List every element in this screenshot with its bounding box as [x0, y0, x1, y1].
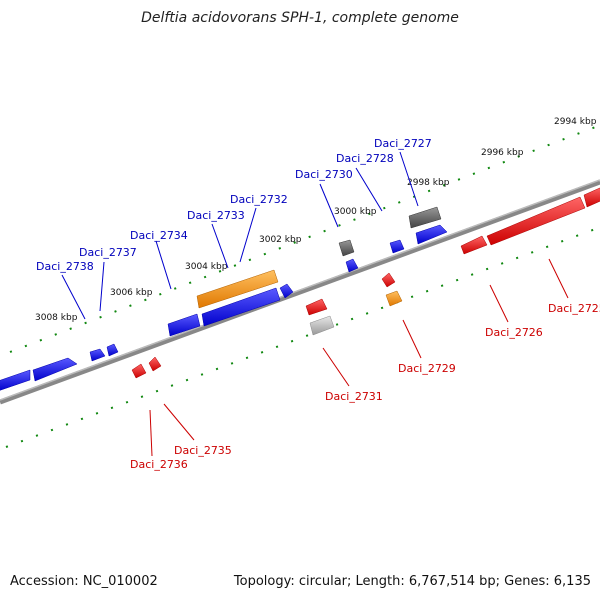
- gene-daci-2732[interactable]: [196, 269, 279, 309]
- gene-daci-2731[interactable]: [305, 298, 328, 316]
- label-daci-2737: Daci_2737: [79, 246, 137, 259]
- scale-tick-2998: 2998 kbp: [407, 178, 450, 188]
- label-daci-2736: Daci_2736: [130, 458, 188, 471]
- scale-tick-3008: 3008 kbp: [35, 313, 78, 323]
- scale-tick-2996: 2996 kbp: [481, 148, 524, 158]
- gene-daci-2737b[interactable]: [106, 343, 119, 357]
- forward-genes: [0, 206, 448, 391]
- forward-leaders: [61, 151, 419, 320]
- gene-daci-2726[interactable]: [460, 235, 488, 255]
- label-daci-2735: Daci_2735: [174, 444, 232, 457]
- gene-daci-2732b[interactable]: [279, 283, 294, 299]
- map-title: Delftia acidovorans SPH-1, complete geno…: [141, 10, 459, 26]
- gene-daci-2733[interactable]: [201, 287, 281, 327]
- gene-daci-2738b[interactable]: [32, 357, 78, 382]
- scale-tick-3004: 3004 kbp: [185, 262, 228, 272]
- label-daci-2729: Daci_2729: [398, 362, 456, 375]
- label-daci-2738: Daci_2738: [36, 260, 94, 273]
- label-daci-2726: Daci_2726: [485, 326, 543, 339]
- gene-daci-2737[interactable]: [89, 348, 106, 362]
- scale-tick-3006: 3006 kbp: [110, 288, 153, 298]
- label-daci-2732: Daci_2732: [230, 193, 288, 206]
- gene-daci-2729[interactable]: [381, 272, 396, 288]
- scale-tick-3000: 3000 kbp: [334, 207, 377, 217]
- gene-daci-2726b[interactable]: [486, 196, 586, 246]
- forward-gene-labels: Daci_2727 Daci_2728 Daci_2730 Daci_2732 …: [36, 137, 432, 273]
- scale-tick-3002: 3002 kbp: [259, 235, 302, 245]
- scale-tick-2994: 2994 kbp: [554, 117, 597, 127]
- label-daci-2728: Daci_2728: [336, 152, 394, 165]
- gene-daci-2728[interactable]: [389, 239, 405, 254]
- gene-daci-2730[interactable]: [338, 239, 355, 257]
- scale-labels: 2994 kbp 2996 kbp 2998 kbp 3000 kbp 3002…: [35, 117, 597, 323]
- label-daci-2725: Daci_2725: [548, 302, 600, 315]
- gene-daci-2727b[interactable]: [415, 224, 448, 245]
- gene-daci-2736[interactable]: [131, 363, 147, 379]
- gene-daci-2725[interactable]: [583, 187, 600, 208]
- label-daci-2727: Daci_2727: [374, 137, 432, 150]
- genome-backbone-highlight: [0, 179, 600, 401]
- label-daci-2733: Daci_2733: [187, 209, 245, 222]
- gene-daci-2727[interactable]: [408, 206, 442, 229]
- gene-daci-2738[interactable]: [0, 369, 31, 391]
- reverse-gene-labels: Daci_2725 Daci_2726 Daci_2729 Daci_2731 …: [130, 302, 600, 471]
- gene-daci-2729b[interactable]: [385, 290, 403, 307]
- gene-daci-2730b[interactable]: [345, 258, 359, 273]
- label-daci-2731: Daci_2731: [325, 390, 383, 403]
- label-daci-2730: Daci_2730: [295, 168, 353, 181]
- genome-backbone: [0, 179, 600, 405]
- gene-daci-2731b[interactable]: [309, 315, 335, 336]
- forward-tick-track: [9, 125, 599, 353]
- accession-text: Accession: NC_010002: [10, 574, 158, 589]
- reverse-leaders: [149, 258, 569, 457]
- genome-summary-text: Topology: circular; Length: 6,767,514 bp…: [233, 574, 591, 589]
- reverse-genes: [131, 187, 600, 379]
- gene-daci-2735[interactable]: [148, 356, 162, 372]
- label-daci-2734: Daci_2734: [130, 229, 188, 242]
- gene-daci-2734[interactable]: [167, 313, 201, 337]
